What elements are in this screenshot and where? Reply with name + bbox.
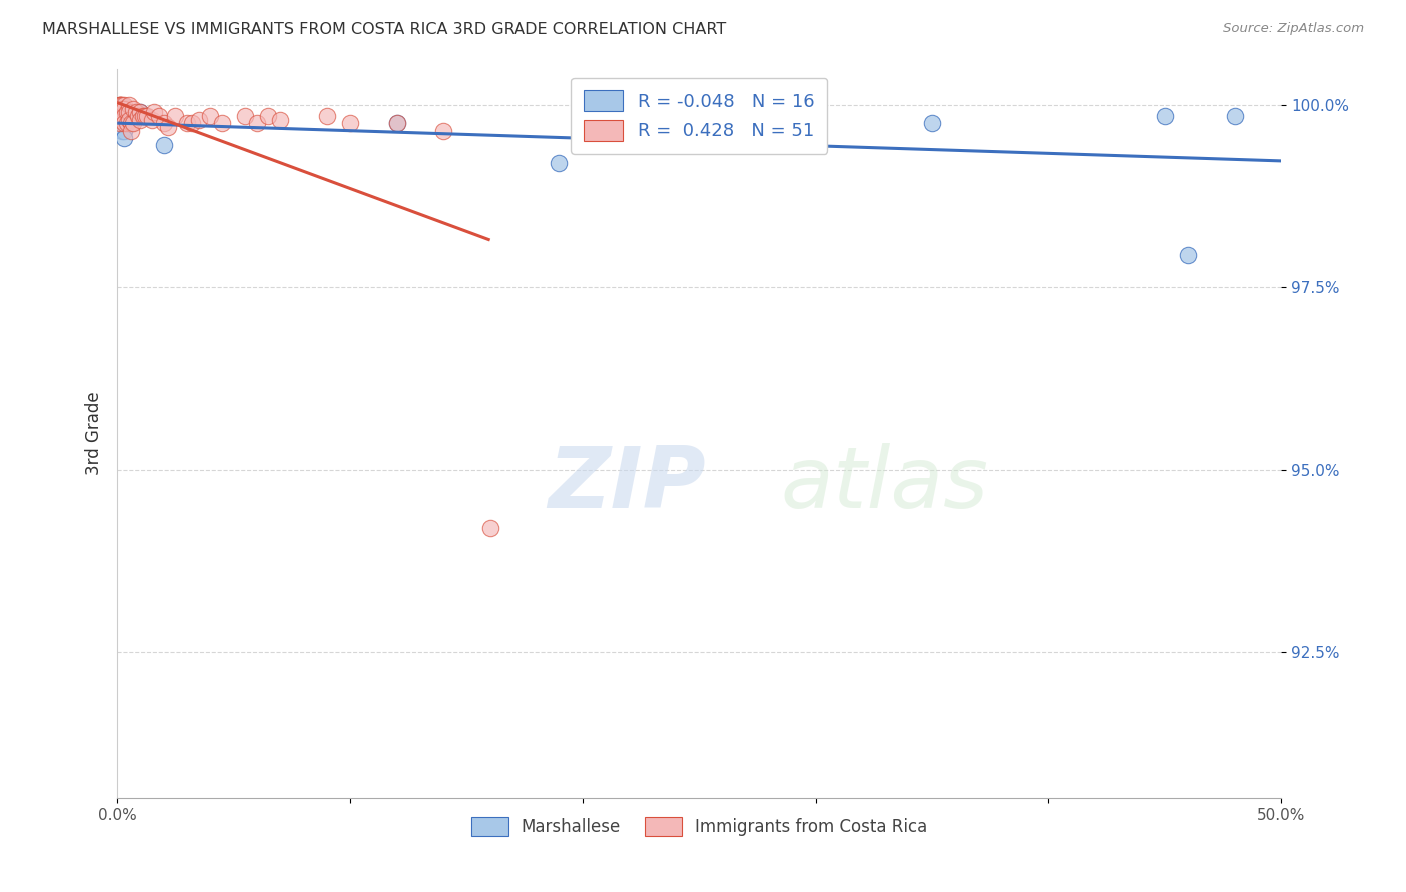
- Point: [1177, 247, 1199, 261]
- Point: [157, 120, 180, 134]
- Point: [200, 109, 222, 123]
- Point: [120, 123, 142, 137]
- Point: [129, 105, 152, 120]
- Point: [478, 521, 501, 535]
- Point: [112, 98, 135, 112]
- Point: [108, 116, 131, 130]
- Point: [115, 105, 138, 120]
- Point: [132, 109, 155, 123]
- Point: [152, 138, 174, 153]
- Point: [148, 109, 170, 123]
- Point: [118, 112, 141, 127]
- Point: [125, 105, 148, 120]
- Text: MARSHALLESE VS IMMIGRANTS FROM COSTA RICA 3RD GRADE CORRELATION CHART: MARSHALLESE VS IMMIGRANTS FROM COSTA RIC…: [42, 22, 727, 37]
- Point: [118, 98, 141, 112]
- Point: [176, 116, 198, 130]
- Point: [257, 109, 280, 123]
- Point: [1153, 109, 1175, 123]
- Point: [233, 109, 256, 123]
- Point: [111, 123, 134, 137]
- Point: [111, 109, 134, 123]
- Point: [187, 112, 209, 127]
- Legend: Marshallese, Immigrants from Costa Rica: Marshallese, Immigrants from Costa Rica: [463, 809, 936, 845]
- Point: [269, 112, 291, 127]
- Point: [112, 116, 135, 130]
- Point: [432, 123, 454, 137]
- Text: ZIP: ZIP: [548, 443, 706, 526]
- Text: Source: ZipAtlas.com: Source: ZipAtlas.com: [1223, 22, 1364, 36]
- Point: [108, 102, 131, 116]
- Point: [143, 105, 166, 120]
- Point: [115, 116, 138, 130]
- Point: [921, 116, 943, 130]
- Point: [120, 116, 142, 130]
- Point: [129, 105, 152, 120]
- Point: [108, 112, 131, 127]
- Point: [108, 98, 131, 112]
- Point: [141, 112, 163, 127]
- Point: [134, 109, 156, 123]
- Point: [129, 112, 152, 127]
- Point: [115, 109, 138, 123]
- Point: [111, 102, 134, 116]
- Point: [108, 98, 131, 112]
- Point: [1223, 109, 1246, 123]
- Point: [112, 123, 135, 137]
- Point: [111, 98, 134, 112]
- Point: [315, 109, 337, 123]
- Point: [122, 116, 145, 130]
- Point: [112, 131, 135, 145]
- Point: [339, 116, 361, 130]
- Point: [385, 116, 408, 130]
- Point: [112, 109, 135, 123]
- Point: [108, 112, 131, 127]
- Point: [136, 109, 159, 123]
- Point: [122, 102, 145, 116]
- Y-axis label: 3rd Grade: 3rd Grade: [86, 392, 103, 475]
- Text: atlas: atlas: [780, 443, 988, 526]
- Point: [246, 116, 269, 130]
- Point: [548, 156, 571, 170]
- Point: [108, 98, 131, 112]
- Point: [111, 109, 134, 123]
- Point: [108, 98, 131, 112]
- Point: [180, 116, 202, 130]
- Point: [118, 105, 141, 120]
- Point: [127, 109, 149, 123]
- Point: [165, 109, 187, 123]
- Point: [108, 102, 131, 116]
- Point: [211, 116, 233, 130]
- Point: [108, 109, 131, 123]
- Point: [152, 116, 174, 130]
- Point: [118, 109, 141, 123]
- Point: [385, 116, 408, 130]
- Point: [112, 102, 135, 116]
